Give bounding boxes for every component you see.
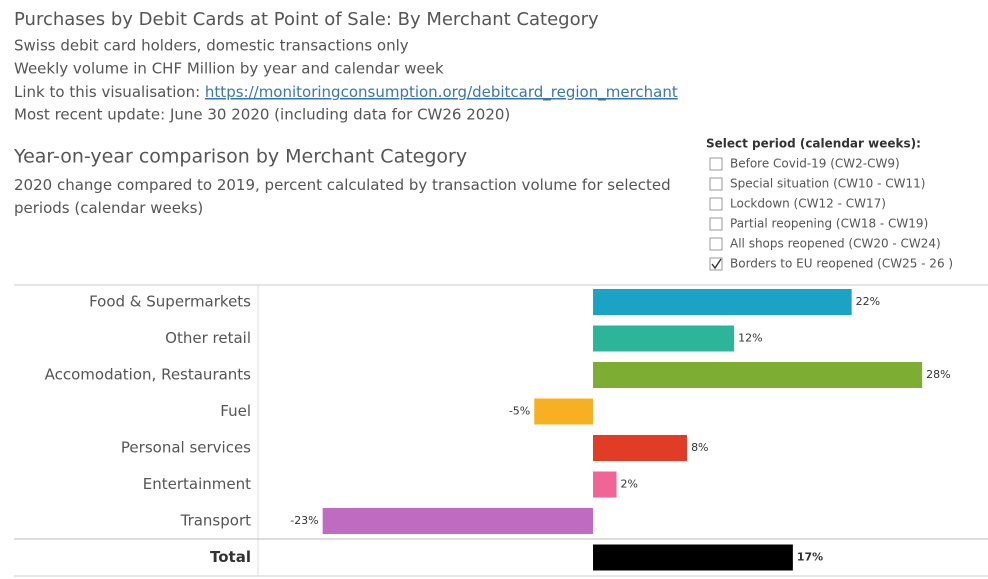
- filter-option[interactable]: Special situation (CW10 - CW11): [730, 177, 925, 191]
- category-label: Accomodation, Restaurants: [45, 366, 252, 384]
- value-label: 17%: [797, 551, 823, 564]
- checkbox[interactable]: [709, 177, 723, 191]
- link-line: Link to this visualisation: https://moni…: [14, 83, 678, 102]
- category-label: Other retail: [165, 329, 251, 347]
- checkbox[interactable]: [709, 157, 723, 171]
- value-label: -5%: [509, 405, 530, 418]
- link-label: Link to this visualisation:: [14, 83, 200, 101]
- category-label: Fuel: [220, 402, 251, 420]
- chart-title: Year-on-year comparison by Merchant Cate…: [13, 146, 467, 168]
- value-label: -23%: [290, 514, 318, 527]
- category-label: Transport: [180, 512, 252, 530]
- filter-option[interactable]: Partial reopening (CW18 - CW19): [730, 217, 928, 231]
- value-label: 8%: [691, 441, 708, 454]
- link[interactable]: https://monitoringconsumption.org/debitc…: [205, 83, 678, 102]
- bar: [593, 325, 735, 352]
- title: Purchases by Debit Cards at Point of Sal…: [14, 9, 599, 30]
- bar: [593, 471, 617, 498]
- category-label: Entertainment: [143, 475, 251, 493]
- filter-option[interactable]: Before Covid-19 (CW2-CW9): [730, 157, 900, 171]
- value-label: 2%: [621, 478, 638, 491]
- chart-subtitle: 2020 change compared to 2019, percent ca…: [14, 176, 671, 217]
- update-note: Most recent update: June 30 2020 (includ…: [14, 106, 510, 124]
- checkbox[interactable]: [709, 237, 723, 251]
- checkmark: [711, 258, 722, 270]
- category-label: Food & Supermarkets: [89, 293, 251, 311]
- bar: [593, 362, 923, 388]
- bar: [593, 435, 688, 461]
- category-label: Personal services: [121, 439, 251, 457]
- value-label: 22%: [856, 295, 880, 308]
- checkbox[interactable]: [709, 197, 723, 211]
- value-label: 12%: [738, 332, 762, 345]
- filter-option[interactable]: Borders to EU reopened (CW25 - 26 ): [730, 257, 953, 271]
- filter-option[interactable]: All shops reopened (CW20 - CW24): [730, 237, 941, 251]
- chart-subtitle-box: 2020 change compared to 2019, percent ca…: [14, 176, 671, 217]
- filter-title: Select period (calendar weeks):: [706, 137, 921, 151]
- bar: [322, 508, 594, 534]
- subtitle-line: Swiss debit card holders, domestic trans…: [14, 37, 409, 55]
- bar: [534, 398, 594, 425]
- checkbox[interactable]: [709, 217, 723, 231]
- value-label: 28%: [926, 368, 950, 381]
- bar: [593, 289, 852, 315]
- category-label: Total: [210, 548, 251, 566]
- subtitle-line: Weekly volume in CHF Million by year and…: [14, 60, 444, 78]
- bar: [593, 544, 793, 571]
- filter-option[interactable]: Lockdown (CW12 - CW17): [730, 197, 886, 211]
